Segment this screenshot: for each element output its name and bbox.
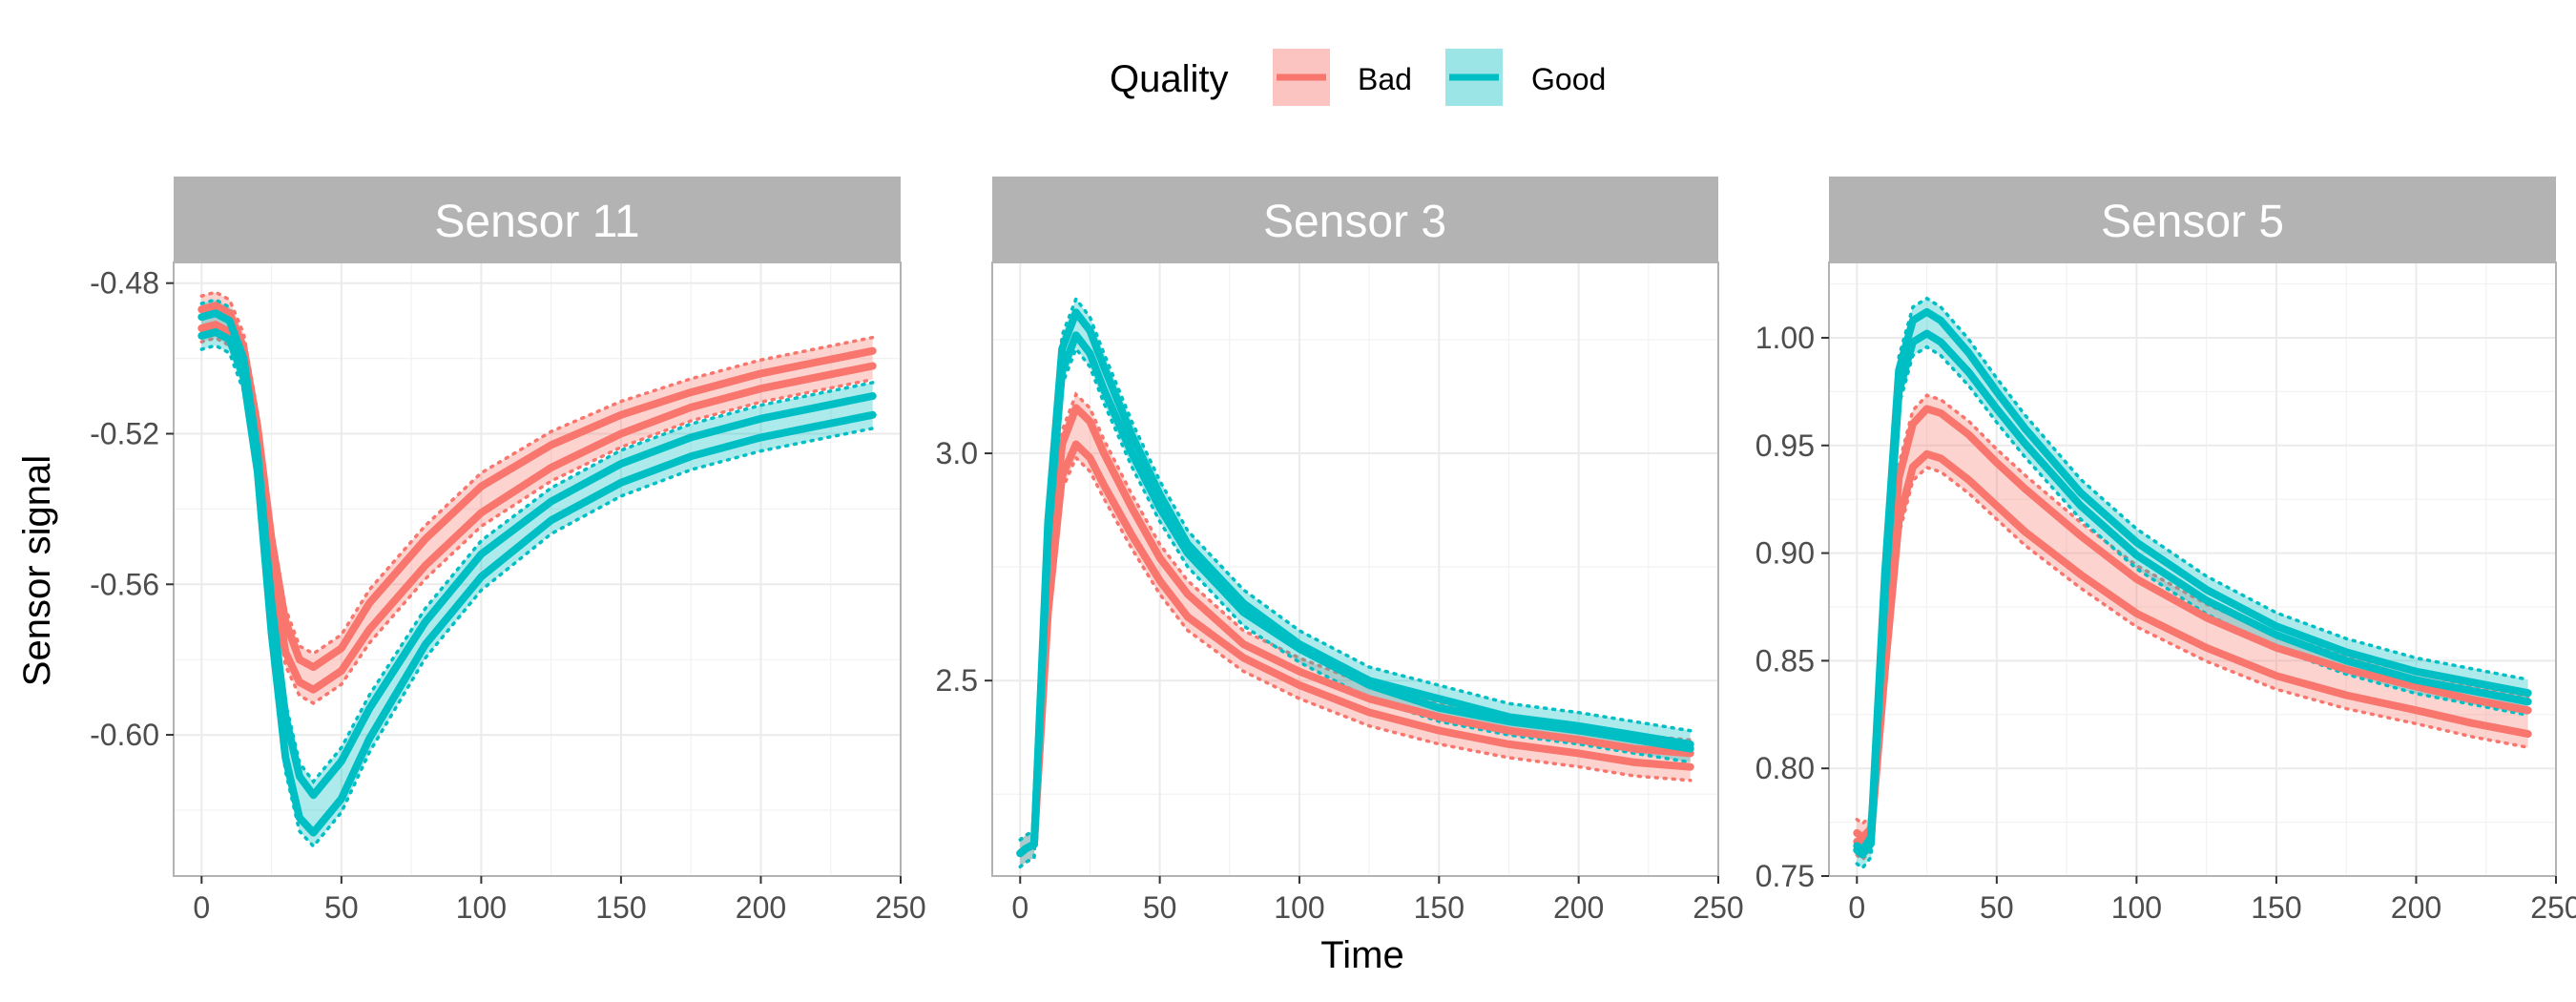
panel-title: Sensor 3 xyxy=(1263,197,1446,247)
panel-border xyxy=(173,261,902,877)
series-line-bad-lower xyxy=(1853,449,2532,850)
y-tick-label: 0.80 xyxy=(1755,751,1815,785)
ribbon-bad xyxy=(1020,394,1691,867)
bound-upper-good xyxy=(1018,295,1693,842)
panel-strip xyxy=(992,177,1718,262)
panel-sensor-5: Sensor 5 0 50 100 150 200 250 0.75 0.80 0.85 0.90… xyxy=(1755,177,2576,925)
panel-border xyxy=(1828,261,2557,877)
x-tick-label: 250 xyxy=(1693,890,1743,925)
y-tick-label: -0.56 xyxy=(90,567,159,601)
y-tick-label: 0.90 xyxy=(1755,536,1815,571)
data-layer xyxy=(1853,296,2532,871)
series-line-good-upper xyxy=(1016,308,1694,858)
bound-upper-bad xyxy=(1018,391,1693,842)
ribbon-bad xyxy=(1857,395,2528,860)
series-line-bad-upper xyxy=(197,302,877,672)
panel-sensor-11: Sensor 11 0 50 100 150 200 250 -0.48 -0.52 -0.56… xyxy=(90,177,926,925)
y-tick-label: 0.75 xyxy=(1755,859,1815,893)
x-tick-label: 250 xyxy=(2530,890,2576,925)
legend-label-good: Good xyxy=(1531,62,1606,96)
legend-label-bad: Bad xyxy=(1358,62,1412,96)
legend-key-bad xyxy=(1271,47,1332,108)
x-tick-label: 0 xyxy=(1848,890,1865,925)
grid xyxy=(992,262,1719,876)
y-tick-label: 0.85 xyxy=(1755,643,1815,678)
x-tick-label: 50 xyxy=(1143,890,1177,925)
x-tick-label: 250 xyxy=(875,890,925,925)
x-axis-title: Time xyxy=(1320,934,1403,976)
panel-title: Sensor 5 xyxy=(2101,197,2284,247)
series-line-good-lower xyxy=(197,328,877,837)
x-tick-label: 150 xyxy=(2251,890,2301,925)
x-tick-label: 50 xyxy=(324,890,359,925)
data-layer xyxy=(197,290,877,849)
legend: Quality Bad Good xyxy=(1110,47,1606,108)
x-tick-label: 100 xyxy=(456,890,507,925)
y-tick-label: 0.95 xyxy=(1755,428,1815,463)
panel-border xyxy=(991,261,1719,877)
panel-strip xyxy=(1829,177,2556,262)
x-tick-label: 200 xyxy=(736,890,786,925)
y-axis-title: Sensor signal xyxy=(16,455,58,686)
series-line-good-lower xyxy=(1853,329,2532,859)
ribbon-good xyxy=(1020,299,1691,867)
y-tick-label: 2.5 xyxy=(936,663,978,698)
data-layer xyxy=(1016,295,1694,869)
legend-key-good xyxy=(1444,47,1505,108)
y-tick-label: -0.60 xyxy=(90,718,159,752)
y-tick-label: 3.0 xyxy=(936,436,978,470)
panel-strip xyxy=(174,177,901,262)
y-tick-label: -0.48 xyxy=(90,266,159,301)
y-tick-label: 1.00 xyxy=(1755,321,1815,355)
x-tick-label: 100 xyxy=(1274,890,1324,925)
x-tick-label: 0 xyxy=(1011,890,1028,925)
ticks: 0 50 100 150 200 250 0.75 0.80 0.85 0.90 0.95 1.00 xyxy=(1755,321,2576,925)
x-tick-label: 50 xyxy=(1980,890,2014,925)
legend-title: Quality xyxy=(1110,58,1229,100)
series-line-good-upper xyxy=(197,309,877,800)
ticks: 0 50 100 150 200 250 2.5 3.0 xyxy=(936,436,1744,925)
x-tick-label: 200 xyxy=(1553,890,1604,925)
bound-lower-bad xyxy=(1855,465,2530,862)
ribbon-bad xyxy=(201,292,873,703)
series-line-good-upper xyxy=(1853,307,2532,854)
y-tick-label: -0.52 xyxy=(90,416,159,450)
panel-sensor-3: Sensor 3 0 50 100 150 200 250 2.5 3.0 xyxy=(936,177,1744,925)
x-tick-label: 200 xyxy=(2391,890,2441,925)
bound-upper-bad xyxy=(199,290,875,656)
x-tick-label: 100 xyxy=(2111,890,2162,925)
series-line-good-lower xyxy=(1016,331,1694,858)
x-tick-label: 150 xyxy=(595,890,646,925)
x-tick-label: 150 xyxy=(1414,890,1465,925)
x-tick-label: 0 xyxy=(193,890,210,925)
panel-title: Sensor 11 xyxy=(434,197,639,247)
ticks: 0 50 100 150 200 250 -0.48 -0.52 -0.56 -0.60 xyxy=(90,266,926,925)
